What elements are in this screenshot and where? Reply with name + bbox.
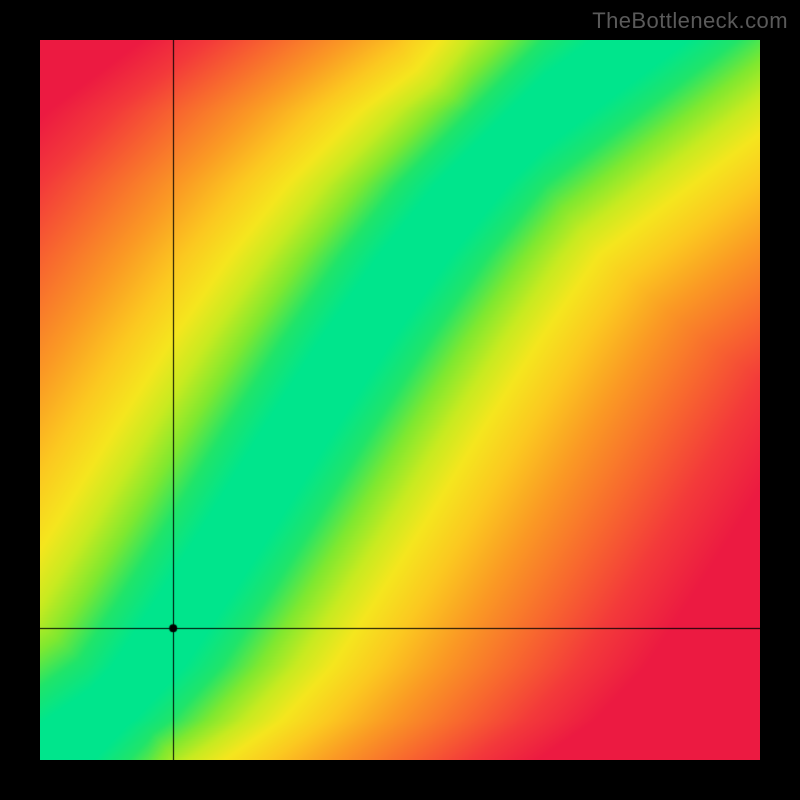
- heatmap-canvas: [40, 40, 760, 760]
- figure-frame: TheBottleneck.com: [0, 0, 800, 800]
- plot-area: [40, 40, 760, 760]
- watermark-text: TheBottleneck.com: [592, 8, 788, 34]
